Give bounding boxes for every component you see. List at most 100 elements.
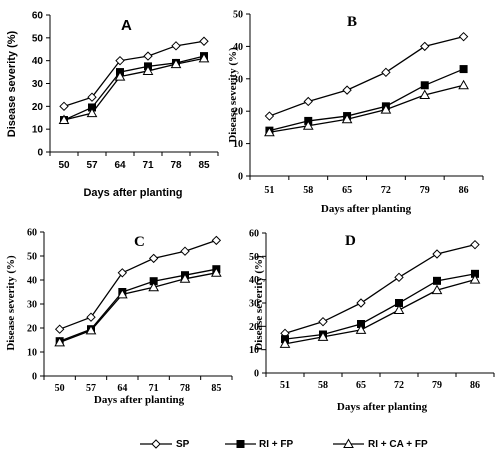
panel-a-series-sp-point-78 <box>171 41 181 51</box>
panel-a-y-label: Disease severity (%) <box>6 30 18 137</box>
panel-b-series-sp-point-58 <box>303 96 313 107</box>
panel-a-xtick-label-57: 57 <box>86 160 98 171</box>
panel-a-ytick-label-30: 30 <box>32 79 44 90</box>
panel-b-ytick-label-30: 30 <box>233 74 243 85</box>
panel-c-series-sp-point-78 <box>180 246 190 256</box>
panel-c: 0 10 20 30 40 50 60 50 57 64 71 78 85 C Days after pla… <box>5 228 233 406</box>
panel-c-y-label: Disease severity (%) <box>5 255 17 351</box>
panel-b-xtick-label-58: 58 <box>303 185 313 196</box>
panel-c-series-sp-point-57 <box>86 312 96 322</box>
panel-d-ytick-label-60: 60 <box>249 229 259 240</box>
panel-a-series-ri-ca-fp-line <box>63 57 205 121</box>
panel-d-series-sp-point-58 <box>318 316 328 327</box>
panel-d-ytick-label-10: 10 <box>249 345 259 356</box>
panel-a-ytick-label-40: 40 <box>32 56 44 67</box>
panel-a-xtick-label-71: 71 <box>142 160 154 171</box>
panel-d-series-ri-ca-fp-point-51 <box>279 338 291 348</box>
panel-d-series-sp-line <box>284 244 476 334</box>
panel-d-series-ri-ca-fp-point-58 <box>317 331 329 341</box>
panel-b-series-ri-ca-fp-point-58 <box>302 120 314 130</box>
panel-d-series-ri-ca-fp-line <box>284 279 476 345</box>
legend-label-ri-fp: RI + FP <box>259 439 294 450</box>
panel-b-series-sp-point-51 <box>264 111 275 121</box>
panel-a-xtick-label-78: 78 <box>170 160 182 171</box>
legend-item-sp: SP <box>140 439 190 450</box>
legend: SP RI + FP RI + CA + FP <box>140 438 428 450</box>
panel-a-series-ri-fp <box>60 52 208 125</box>
panel-b-letter: B <box>347 14 357 30</box>
panel-a-series-ri-fp-line <box>63 55 205 121</box>
panel-a-series-sp-point-85 <box>199 36 209 46</box>
panel-d-series-sp-point-79 <box>432 249 442 259</box>
panel-c-ytick-label-50: 50 <box>27 252 37 263</box>
panel-b-xtick-label-86: 86 <box>459 185 469 196</box>
panel-c-series-ri-fp-line <box>59 268 217 342</box>
panel-d-series-ri-ca-fp-point-65 <box>355 324 367 334</box>
panel-a-series-ri-ca-fp-point-78 <box>170 58 182 69</box>
panel-b-series-ri-ca-fp-point-72 <box>380 104 392 114</box>
panel-b-series-ri-ca-fp-point-65 <box>341 113 353 124</box>
panel-d-xtick-label-72: 72 <box>394 380 404 391</box>
panel-b-xtick-label-72: 72 <box>381 185 391 196</box>
panel-d-x-label: Days after planting <box>337 401 428 413</box>
panel-c-ytick-label-20: 20 <box>27 324 37 335</box>
panel-c-ytick-label-0: 0 <box>32 372 37 383</box>
panel-b-series-ri-fp-point-86 <box>459 65 468 74</box>
panel-a-ytick-label-10: 10 <box>32 125 44 136</box>
panel-b-y-label: Disease severity (%) <box>227 47 239 143</box>
panel-b-series-sp-point-86 <box>458 31 469 42</box>
panel-a-series-ri-ca-fp-point-85 <box>198 52 210 63</box>
panel-c-xtick-label-71: 71 <box>149 383 159 394</box>
panel-a-letter: A <box>121 17 132 34</box>
panel-a-series-sp-point-57 <box>87 92 97 102</box>
panel-a-series-sp <box>59 36 209 112</box>
panel-c-letter: C <box>134 234 145 250</box>
panel-c-series-ri-ca-fp-point-71 <box>148 281 160 292</box>
panel-b-series-sp-line <box>269 36 464 117</box>
legend-item-ri-ca-fp: RI + CA + FP <box>333 438 428 450</box>
panel-d-ytick-label-50: 50 <box>249 252 259 263</box>
panel-b-series-ri-ca-fp-line <box>269 84 464 133</box>
panel-c-series-sp-point-50 <box>54 324 65 334</box>
panel-c-series-ri-ca-fp-point-85 <box>210 267 222 277</box>
panel-d-ytick-label-20: 20 <box>249 322 259 333</box>
panel-d-series-ri-fp <box>281 269 479 344</box>
legend-label-ri-ca-fp: RI + CA + FP <box>368 439 428 450</box>
panel-c-series-ri-ca-fp-point-50 <box>54 336 66 347</box>
panel-d-series-ri-fp-point-79 <box>433 276 441 285</box>
panel-c-ytick-label-60: 60 <box>27 228 37 239</box>
panel-d-xtick-label-51: 51 <box>280 380 290 391</box>
panel-b-ytick-label-10: 10 <box>233 139 243 150</box>
panel-c-series-ri-ca-fp-point-78 <box>179 273 191 283</box>
panel-a-series-ri-ca-fp-point-57 <box>86 107 98 118</box>
panel-c-xtick-label-85: 85 <box>211 383 221 394</box>
panel-a-ytick-label-0: 0 <box>37 148 43 159</box>
panel-b-series-sp-point-65 <box>342 85 352 95</box>
panel-b-series-ri-fp <box>265 65 468 135</box>
panel-d-xtick-label-58: 58 <box>318 380 328 391</box>
panel-a-x-label: Days after planting <box>83 187 182 199</box>
panel-c-xtick-label-57: 57 <box>86 383 96 394</box>
panel-b-x-label: Days after planting <box>321 203 412 215</box>
panel-d-series-sp-point-86 <box>470 239 480 250</box>
panel-c-xtick-label-78: 78 <box>180 383 190 394</box>
panel-b-series-ri-fp-point-79 <box>420 81 429 90</box>
panel-b-series-ri-ca-fp <box>264 79 469 137</box>
panel-c-series-sp-point-64 <box>117 268 128 278</box>
panel-b-ytick-label-20: 20 <box>233 107 243 118</box>
panel-d-ytick-label-40: 40 <box>249 275 259 286</box>
panel-d-xtick-label-65: 65 <box>356 380 366 391</box>
panel-d-ytick-label-30: 30 <box>249 299 259 310</box>
panel-d-letter: D <box>345 233 356 249</box>
panel-a-xtick-label-64: 64 <box>114 160 126 171</box>
panel-d-series-sp <box>280 239 480 339</box>
panel-a-series-ri-ca-fp-point-50 <box>58 114 70 125</box>
legend-marker-ri-ca-fp <box>343 438 354 448</box>
panel-a-xtick-label-85: 85 <box>198 160 210 171</box>
panel-c-ytick-label-40: 40 <box>27 276 37 287</box>
panel-d-series-ri-fp-line <box>284 273 476 340</box>
panel-d-series-ri-ca-fp-point-72 <box>393 304 405 314</box>
panel-a-series-sp-point-71 <box>143 51 153 61</box>
panel-b-series-ri-ca-fp-point-86 <box>458 79 469 90</box>
